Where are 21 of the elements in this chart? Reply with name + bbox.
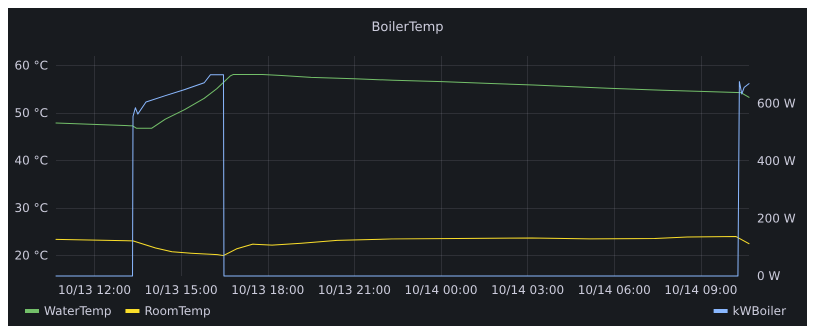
y-tick-label: 60 °C: [14, 58, 48, 73]
y2-tick-label: 600 W: [757, 96, 796, 110]
legend-label: WaterTemp: [44, 304, 112, 318]
x-tick-label: 10/13 18:00: [231, 283, 304, 297]
y2-tick-label: 0 W: [757, 269, 780, 283]
y-tick-label: 50 °C: [14, 106, 48, 120]
x-tick-label: 10/13 15:00: [144, 283, 218, 297]
legend-label: kWBoiler: [732, 304, 786, 318]
legend-label: RoomTemp: [144, 304, 211, 318]
x-tick-label: 10/14 09:00: [664, 283, 738, 297]
y2-tick-label: 200 W: [757, 211, 796, 226]
x-tick-label: 10/14 03:00: [491, 283, 564, 297]
y-tick-label: 20 °C: [14, 248, 48, 263]
x-tick-label: 10/13 12:00: [58, 283, 131, 297]
y-tick-label: 30 °C: [14, 201, 48, 216]
x-tick-label: 10/13 21:00: [318, 283, 391, 297]
y2-tick-label: 400 W: [757, 154, 796, 168]
x-tick-label: 10/14 06:00: [578, 283, 651, 297]
chart-title: BoilerTemp: [371, 20, 444, 35]
y-tick-label: 40 °C: [14, 154, 48, 168]
x-tick-label: 10/14 00:00: [404, 283, 478, 297]
